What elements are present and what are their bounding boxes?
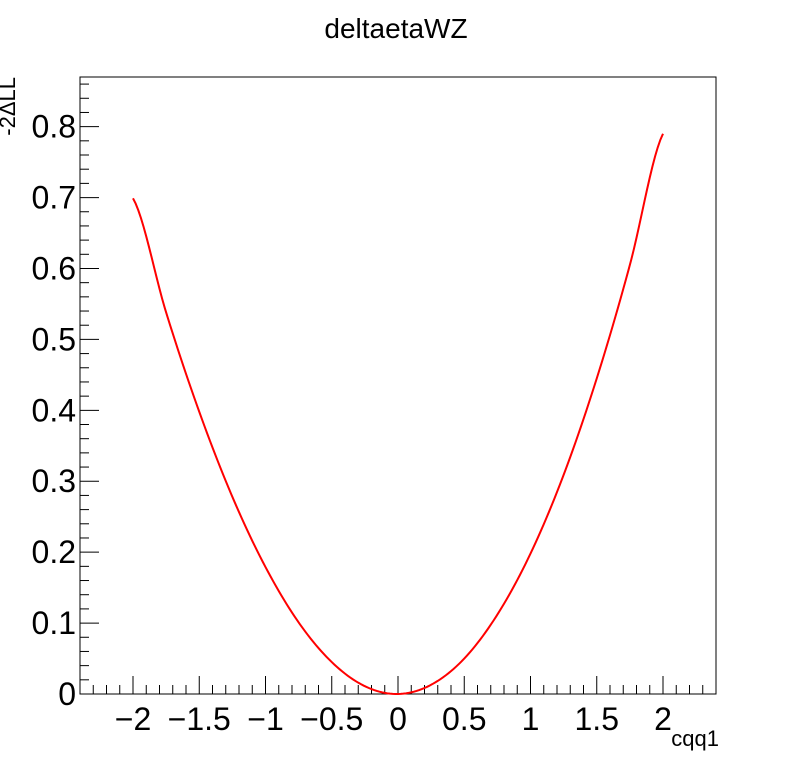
- y-axis-label: -2ΔLL: [0, 77, 20, 136]
- x-tick-label: −1: [247, 701, 283, 737]
- y-tick-label: 0.4: [32, 392, 76, 428]
- x-axis-label: cqq1: [671, 726, 719, 751]
- x-tick-label: −0.5: [300, 701, 363, 737]
- y-tick-label: 0.8: [32, 109, 76, 145]
- y-tick-label: 0: [58, 676, 76, 712]
- y-tick-label: 0.1: [32, 605, 76, 641]
- y-tick-label: 0.3: [32, 463, 76, 499]
- x-tick-labels: −2 −1.5 −1 −0.5 0 0.5 1 1.5 2: [115, 701, 672, 737]
- y-tick-label: 0.6: [32, 250, 76, 286]
- x-tick-label: 0: [389, 701, 407, 737]
- plot-frame: [79, 76, 717, 695]
- y-tick-label: 0.2: [32, 534, 76, 570]
- x-tick-label: 1.5: [575, 701, 619, 737]
- x-tick-label: 2: [654, 701, 672, 737]
- y-tick-labels: 0 0.1 0.2 0.3 0.4 0.5 0.6 0.7 0.8: [32, 109, 76, 712]
- y-tick-label: 0.7: [32, 180, 76, 216]
- axis-ticks: [79, 83, 717, 695]
- x-tick-label: 1: [522, 701, 540, 737]
- y-tick-label: 0.5: [32, 321, 76, 357]
- x-tick-label: −1.5: [168, 701, 231, 737]
- chart-title: deltaetaWZ: [324, 13, 467, 44]
- series-line: [132, 133, 664, 695]
- x-tick-label: −2: [115, 701, 151, 737]
- x-tick-label: 0.5: [442, 701, 486, 737]
